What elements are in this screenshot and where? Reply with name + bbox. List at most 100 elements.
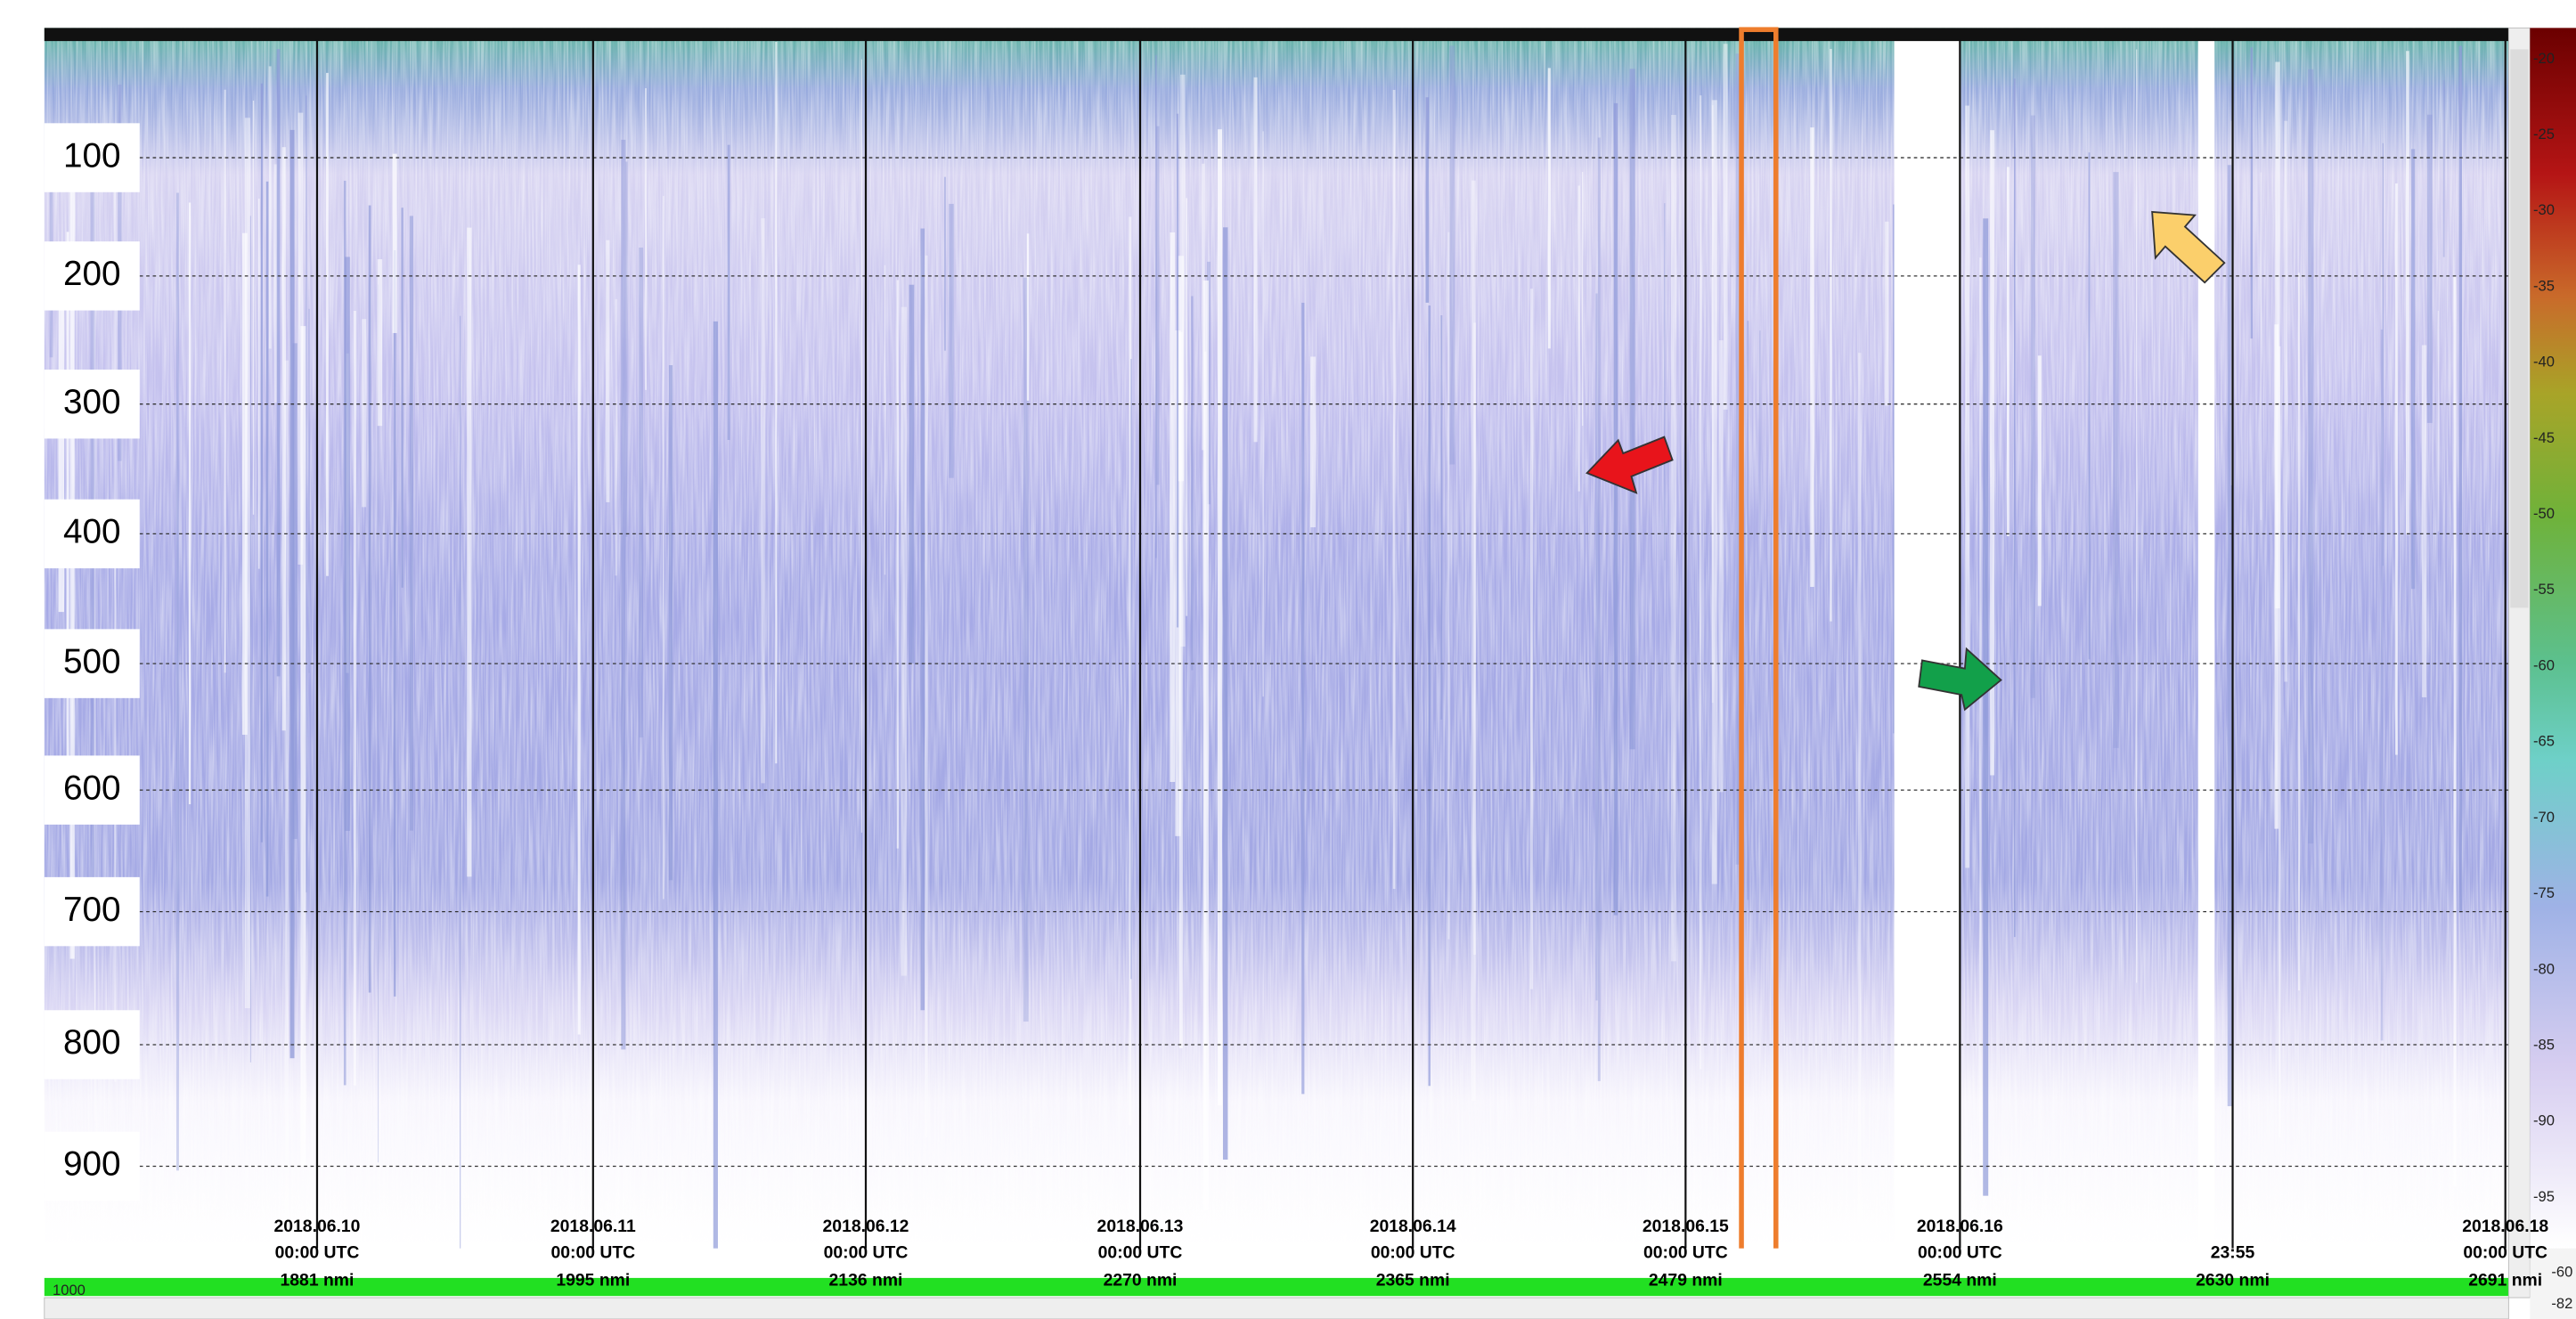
echo-streak [606, 240, 609, 502]
scale-label: -95 [2533, 1188, 2555, 1205]
marker-time: 00:00 UTC [1371, 1242, 1455, 1262]
echo-streak [2438, 311, 2439, 532]
echo-streak [1759, 330, 1760, 533]
data-gap [1895, 39, 1961, 1248]
scale-label: -55 [2533, 581, 2555, 598]
echo-streak [1983, 218, 1988, 1195]
echo-streak [354, 311, 356, 1086]
scale-label: -45 [2533, 429, 2555, 446]
echo-streak [1979, 257, 1981, 1177]
range-label: 1000 [53, 1282, 86, 1299]
echo-streak [300, 326, 306, 1167]
echo-streak [1748, 321, 1749, 900]
scale-label: -60 [2533, 656, 2555, 673]
scale-label: -70 [2533, 809, 2555, 826]
echo-streak [1156, 126, 1159, 485]
echo-streak [1664, 203, 1665, 560]
echo-streak [2038, 355, 2042, 606]
echo-streak [293, 343, 298, 839]
scale-label: -30 [2533, 201, 2555, 218]
depth-label: 100 [63, 136, 121, 175]
echo-streak [1310, 356, 1316, 527]
scale-label: -75 [2533, 884, 2555, 901]
echo-streak [1965, 106, 1969, 868]
echo-streak [1178, 256, 1184, 481]
echo-streak [1858, 353, 1862, 1239]
echo-streak [2443, 80, 2445, 256]
echo-streak [1393, 90, 1396, 889]
echo-streak [1671, 115, 1676, 961]
echo-streak [1548, 68, 1551, 348]
echo-streak [2298, 273, 2300, 990]
depth-label: 200 [63, 255, 121, 293]
echo-streak [1447, 232, 1449, 940]
depth-label: 300 [63, 383, 121, 421]
marker-date: 2018.06.15 [1643, 1217, 1729, 1236]
marker-time: 00:00 UTC [1918, 1242, 2002, 1262]
horizontal-scrollbar[interactable] [45, 1298, 2509, 1319]
echo-streak [2278, 346, 2280, 1137]
echo-streak [277, 49, 281, 676]
echo-streak [2007, 167, 2009, 536]
echo-streak [1578, 185, 1580, 491]
echo-streak [2308, 69, 2313, 843]
echo-streak [1440, 315, 1442, 720]
echo-streak [925, 256, 927, 1137]
marker-date: 2018.06.10 [274, 1217, 361, 1236]
echo-streak [1719, 340, 1724, 792]
echo-streak [1595, 293, 1597, 1000]
marker-date: 2018.06.16 [1917, 1217, 2003, 1236]
scroll-thumb[interactable] [2510, 49, 2528, 607]
scale-label: -25 [2533, 126, 2555, 142]
marker-time: 23:55 [2211, 1242, 2255, 1262]
echo-streak [1254, 77, 1258, 442]
depth-label: 400 [63, 513, 121, 551]
echo-streak [1736, 53, 1740, 865]
echo-streak [269, 66, 272, 348]
echo-streak [1426, 97, 1430, 303]
echo-streak [1630, 69, 1635, 749]
echo-streak [1191, 296, 1193, 670]
echo-streak [1530, 289, 1533, 989]
depth-label: 500 [63, 642, 121, 680]
marker-date: 2018.06.12 [823, 1217, 909, 1236]
echo-streak [2089, 152, 2091, 659]
marker-date: 2018.06.14 [1370, 1217, 1456, 1236]
echo-streak [920, 229, 925, 1011]
echo-streak [2113, 172, 2118, 748]
echo-streak [467, 228, 471, 877]
echo-streak [1473, 322, 1476, 955]
echo-streak [393, 154, 397, 333]
echo-streak [775, 42, 777, 763]
echo-streak [224, 90, 226, 673]
data-gap [2198, 39, 2214, 1248]
echo-streak [909, 285, 915, 664]
echo-streak [897, 280, 899, 848]
echo-streak [2261, 173, 2262, 520]
echo-streak [2136, 49, 2137, 982]
scale-bottom-label: -60 [2551, 1264, 2572, 1281]
marker-distance: 2479 nmi [1649, 1271, 1723, 1291]
echo-streak [274, 164, 277, 403]
echo-streak [669, 365, 673, 880]
marker-distance: 2136 nmi [829, 1271, 903, 1291]
scale-bottom-label: -82 [2551, 1295, 2572, 1312]
echo-streak [308, 309, 309, 673]
marker-distance: 1995 nmi [556, 1271, 630, 1291]
marker-date: 2018.06.11 [550, 1217, 636, 1236]
echo-streak [949, 204, 954, 478]
depth-label: 700 [63, 891, 121, 929]
echo-streak [1614, 103, 1618, 916]
marker-time: 00:00 UTC [275, 1242, 360, 1262]
scale-label: -85 [2533, 1036, 2555, 1053]
echo-streak [250, 216, 251, 1063]
depth-label: 800 [63, 1023, 121, 1062]
echo-streak [245, 118, 250, 1008]
marker-time: 00:00 UTC [1098, 1242, 1183, 1262]
echo-streak [1598, 137, 1601, 1080]
echo-streak [394, 250, 396, 997]
echo-streak [1027, 233, 1029, 401]
surface-line [45, 28, 2509, 41]
echo-streak [258, 199, 260, 569]
echo-streak [285, 361, 289, 1319]
